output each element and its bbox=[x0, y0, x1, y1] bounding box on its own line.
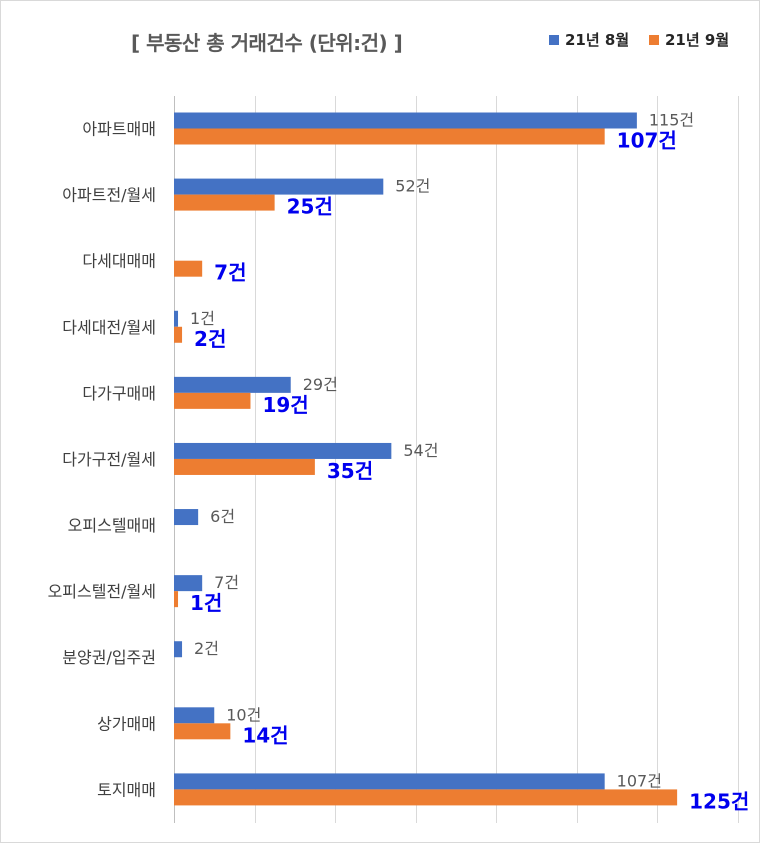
category-label: 다세대매매 bbox=[82, 252, 156, 271]
bar-aug bbox=[174, 310, 179, 327]
legend-item-aug: 21년 8월 bbox=[549, 29, 629, 50]
bar-aug bbox=[174, 575, 203, 592]
category-label: 토지매매 bbox=[97, 780, 156, 799]
data-label-sep: 2건 bbox=[194, 327, 226, 351]
bar-aug bbox=[174, 641, 183, 658]
data-label-aug: 2건 bbox=[194, 639, 219, 658]
bar-aug bbox=[174, 178, 384, 195]
category-label: 아파트매매 bbox=[82, 120, 156, 139]
data-label-aug: 52건 bbox=[395, 177, 430, 196]
legend-swatch-aug bbox=[549, 34, 559, 45]
data-label-aug: 7건 bbox=[214, 573, 239, 592]
bar-sep bbox=[174, 591, 179, 608]
legend-item-sep: 21년 9월 bbox=[649, 29, 729, 50]
category-label: 다가구전/월세 bbox=[62, 450, 156, 469]
data-label-aug: 29건 bbox=[303, 375, 338, 394]
data-label-aug: 1건 bbox=[190, 309, 215, 328]
data-label-sep: 7건 bbox=[214, 261, 246, 285]
bar-sep bbox=[174, 260, 203, 277]
category-label: 분양권/입주권 bbox=[62, 648, 156, 667]
data-label-sep: 125건 bbox=[689, 789, 749, 813]
bar-aug bbox=[174, 376, 291, 393]
data-label-sep: 25건 bbox=[287, 195, 333, 219]
bar-aug bbox=[174, 707, 215, 724]
bar-sep bbox=[174, 789, 678, 806]
category-label: 오피스텔매매 bbox=[68, 516, 156, 535]
bar-aug bbox=[174, 773, 605, 790]
chart-title: [ 부동산 총 거래건수 (단위:건) ] bbox=[131, 31, 403, 55]
bar-sep bbox=[174, 128, 605, 145]
bar-aug bbox=[174, 442, 392, 459]
legend-swatch-sep bbox=[649, 34, 659, 45]
data-label-aug: 6건 bbox=[210, 507, 235, 526]
data-label-sep: 1건 bbox=[190, 591, 222, 615]
data-label-aug: 54건 bbox=[403, 441, 438, 460]
bar-sep bbox=[174, 723, 231, 740]
data-label-sep: 35건 bbox=[327, 459, 373, 483]
data-label-sep: 107건 bbox=[617, 129, 677, 153]
bar-aug bbox=[174, 509, 199, 526]
category-label: 아파트전/월세 bbox=[62, 186, 156, 205]
category-label: 다세대전/월세 bbox=[62, 318, 156, 337]
legend-label-sep: 21년 9월 bbox=[665, 31, 730, 49]
bar-sep bbox=[174, 392, 251, 409]
data-label-aug: 10건 bbox=[226, 705, 261, 724]
data-label-sep: 19건 bbox=[262, 393, 308, 417]
bar-sep bbox=[174, 458, 315, 475]
category-label: 다가구매매 bbox=[82, 384, 156, 403]
bar-sep bbox=[174, 326, 183, 343]
bar-sep bbox=[174, 194, 275, 211]
category-label: 오피스텔전/월세 bbox=[48, 582, 156, 601]
bar-aug bbox=[174, 112, 637, 129]
legend-label-aug: 21년 8월 bbox=[565, 31, 630, 49]
category-label: 상가매매 bbox=[97, 714, 156, 733]
data-label-aug: 107건 bbox=[617, 771, 662, 790]
data-label-sep: 14건 bbox=[242, 723, 288, 747]
data-label-aug: 115건 bbox=[649, 111, 694, 130]
